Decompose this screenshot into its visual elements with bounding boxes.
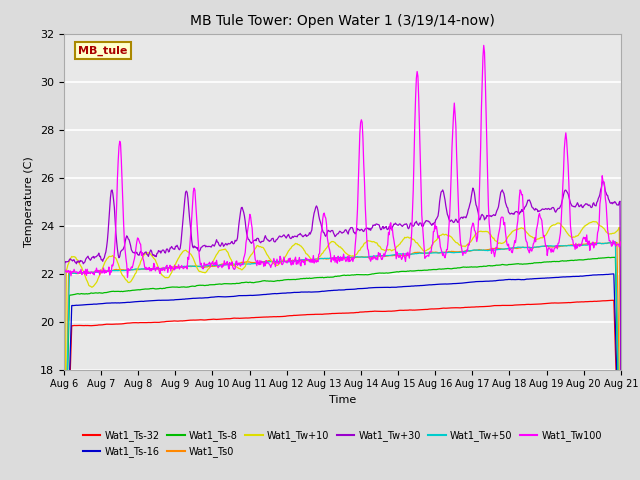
Wat1_Ts-32	[184, 318, 192, 324]
Wat1_Ts-32	[70, 323, 78, 328]
Line: Wat1_Tw+30: Wat1_Tw+30	[64, 181, 621, 444]
Wat1_Tw100	[411, 121, 419, 127]
Wat1_Ts0	[127, 266, 135, 272]
X-axis label: Time: Time	[329, 395, 356, 405]
Wat1_Tw+50	[127, 267, 135, 273]
Wat1_Tw+50	[184, 264, 192, 269]
Line: Wat1_Ts-16: Wat1_Ts-16	[64, 274, 621, 480]
Wat1_Ts0	[214, 263, 221, 268]
Line: Wat1_Tw100: Wat1_Tw100	[64, 46, 621, 277]
Text: MB_tule: MB_tule	[78, 46, 127, 56]
Wat1_Tw100	[70, 266, 78, 272]
Wat1_Tw+10	[590, 219, 598, 225]
Wat1_Tw+10	[214, 251, 221, 257]
Wat1_Tw+10	[127, 278, 135, 284]
Wat1_Ts-8	[70, 291, 78, 297]
Wat1_Ts0	[611, 240, 618, 245]
Wat1_Tw100	[60, 268, 68, 274]
Wat1_Ts-32	[607, 298, 615, 303]
Wat1_Ts-16	[127, 299, 135, 305]
Wat1_Tw+30	[617, 397, 625, 403]
Wat1_Ts0	[617, 473, 625, 479]
Wat1_Ts-8	[214, 281, 221, 287]
Line: Wat1_Tw+10: Wat1_Tw+10	[64, 222, 621, 480]
Wat1_Ts0	[70, 270, 78, 276]
Wat1_Ts0	[410, 250, 418, 256]
Wat1_Ts-16	[214, 294, 221, 300]
Wat1_Ts-8	[410, 268, 418, 274]
Wat1_Ts-16	[426, 282, 434, 288]
Wat1_Tw+10	[410, 237, 418, 242]
Wat1_Tw+30	[184, 195, 192, 201]
Wat1_Tw+10	[184, 249, 192, 255]
Wat1_Ts-8	[184, 284, 192, 290]
Wat1_Tw+30	[70, 257, 78, 263]
Wat1_Tw100	[124, 275, 131, 280]
Wat1_Tw+30	[410, 223, 418, 228]
Line: Wat1_Ts-8: Wat1_Ts-8	[64, 257, 621, 480]
Legend: Wat1_Ts-32, Wat1_Ts-16, Wat1_Ts-8, Wat1_Ts0, Wat1_Tw+10, Wat1_Tw+30, Wat1_Tw+50,: Wat1_Ts-32, Wat1_Ts-16, Wat1_Ts-8, Wat1_…	[79, 427, 606, 461]
Wat1_Ts-32	[426, 306, 434, 312]
Wat1_Ts-8	[611, 254, 618, 260]
Title: MB Tule Tower: Open Water 1 (3/19/14-now): MB Tule Tower: Open Water 1 (3/19/14-now…	[190, 14, 495, 28]
Wat1_Ts-32	[410, 307, 418, 313]
Line: Wat1_Ts0: Wat1_Ts0	[64, 242, 621, 480]
Wat1_Ts-8	[426, 267, 434, 273]
Wat1_Ts-32	[127, 320, 135, 326]
Wat1_Tw+30	[599, 179, 607, 184]
Wat1_Ts0	[426, 250, 434, 255]
Wat1_Tw+30	[214, 239, 221, 245]
Wat1_Tw+30	[60, 441, 68, 446]
Wat1_Tw100	[128, 265, 136, 271]
Wat1_Tw+30	[426, 220, 434, 226]
Wat1_Ts-16	[610, 271, 618, 277]
Wat1_Ts-16	[70, 302, 78, 308]
Line: Wat1_Tw+50: Wat1_Tw+50	[64, 242, 621, 480]
Wat1_Tw100	[428, 249, 435, 254]
Wat1_Tw+50	[70, 270, 78, 276]
Wat1_Tw+10	[426, 245, 434, 251]
Wat1_Ts0	[184, 264, 192, 269]
Wat1_Tw+50	[410, 251, 418, 257]
Y-axis label: Temperature (C): Temperature (C)	[24, 156, 35, 247]
Line: Wat1_Ts-32: Wat1_Ts-32	[64, 300, 621, 480]
Wat1_Tw100	[617, 239, 625, 245]
Wat1_Tw+10	[617, 415, 625, 421]
Wat1_Tw+10	[70, 254, 78, 260]
Wat1_Tw+50	[214, 263, 221, 268]
Wat1_Ts-8	[127, 288, 135, 293]
Wat1_Tw100	[480, 43, 488, 48]
Wat1_Ts-32	[214, 316, 221, 322]
Wat1_Ts-16	[410, 283, 418, 289]
Wat1_Tw+30	[127, 247, 135, 252]
Wat1_Tw100	[214, 265, 222, 271]
Wat1_Tw100	[185, 256, 193, 262]
Wat1_Tw+50	[426, 250, 434, 256]
Wat1_Ts-16	[184, 296, 192, 301]
Wat1_Tw+50	[612, 239, 620, 245]
